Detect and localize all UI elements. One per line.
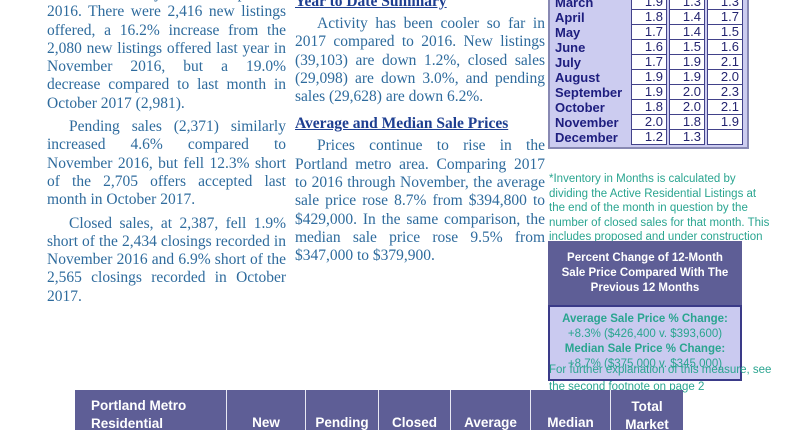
inventory-value-cell: 1.2 (631, 129, 667, 145)
article-paragraph: Prices continue to rise in the Portland … (295, 137, 545, 265)
inventory-value-cell: 1.7 (631, 54, 667, 70)
percent-change-box-title: Percent Change of 12-Month Sale Price Co… (548, 241, 742, 305)
inventory-value-cell: 1.8 (631, 9, 667, 25)
article-paragraph: 2016. There were 2,416 new listings offe… (47, 3, 286, 112)
inventory-footnote: *Inventory in Months is calculated by di… (549, 173, 770, 258)
inventory-month-label: November (555, 114, 619, 130)
article-paragraph: Pending sales (2,371) similarly increase… (47, 118, 286, 209)
inventory-month-label: June (555, 39, 586, 55)
inventory-value-cell: 1.9 (631, 69, 667, 85)
inventory-value-cell: 1.4 (669, 9, 705, 25)
inventory-value-cell: 1.3 (669, 129, 705, 145)
inventory-value-cell: 2.0 (631, 114, 667, 130)
percent-change-value: +8.3% ($426,400 v. $393,600) (567, 328, 723, 340)
inventory-value-cell: 1.7 (707, 9, 743, 25)
inventory-value-cell: 2.1 (707, 99, 743, 115)
inventory-in-months-table: March 1.9 1.3 1.3 April 1.8 1.4 1.7 May 1.7 1.4 1.5… (548, 0, 749, 149)
bottom-table-title: Portland Metro Residential (75, 390, 227, 430)
percent-change-box: Percent Change of 12-Month Sale Price Co… (548, 241, 742, 381)
inventory-table-row: June 1.6 1.5 1.6 (552, 39, 744, 55)
inventory-month-label: September (555, 84, 623, 100)
bottom-table-column-header: Total Market (625, 399, 669, 430)
left-column: residential activity cooled compared to … (47, 0, 286, 311)
bottom-table-column-header: Pending (306, 390, 379, 430)
article-paragraph: Activity has been cooler so far in 2017 … (295, 15, 545, 106)
inventory-value-cell: 1.6 (707, 39, 743, 55)
inventory-value-cell: 2.3 (707, 84, 743, 100)
inventory-month-label: April (555, 9, 585, 25)
clipped-text-line: residential activity cooled compared to (47, 0, 286, 3)
inventory-value-cell: 1.9 (631, 84, 667, 100)
inventory-value-cell: 1.7 (631, 24, 667, 40)
inventory-month-label: October (555, 99, 605, 115)
bottom-table-header: Portland Metro Residential New Pending Clo… (75, 390, 683, 430)
inventory-table-row: October 1.8 2.0 2.1 (552, 99, 744, 115)
inventory-month-label: August (555, 69, 600, 85)
bottom-table-column-header: Closed (379, 390, 451, 430)
inventory-value-cell: 2.0 (707, 69, 743, 85)
section-heading: Average and Median Sale Prices (295, 115, 509, 133)
inventory-value-cell: 2.1 (707, 54, 743, 70)
inventory-month-label: March (555, 0, 594, 10)
inventory-month-label: July (555, 54, 582, 70)
inventory-value-cell: 1.9 (669, 69, 705, 85)
inventory-value-cell: 1.6 (631, 39, 667, 55)
inventory-table-row: April 1.8 1.4 1.7 (552, 9, 744, 25)
percent-change-value: +8.7% ($375,000 v. $345,000) (567, 358, 723, 370)
inventory-value-cell: 1.9 (707, 114, 743, 130)
inventory-value-cell: 2.0 (669, 84, 705, 100)
inventory-value-cell: 2.0 (669, 99, 705, 115)
inventory-value-cell: 1.8 (669, 114, 705, 130)
inventory-table-row: December 1.2 1.3 (552, 129, 744, 145)
bottom-table-column-header: Median (531, 390, 611, 430)
bottom-table-column-header: New (227, 390, 306, 430)
article-paragraph: Closed sales, at 2,387, fell 1.9% short … (47, 214, 286, 305)
inventory-table-row: May 1.7 1.4 1.5 (552, 24, 744, 40)
middle-column: Year to Date Summary Activity has been co… (295, 0, 545, 275)
inventory-value-cell: 1.4 (669, 24, 705, 40)
percent-change-label: Average Sale Price % Change: (562, 313, 728, 325)
percent-change-label: Median Sale Price % Change: (564, 343, 726, 355)
inventory-table-row: August 1.9 1.9 2.0 (552, 69, 744, 85)
bottom-table-column-header: Average (451, 390, 531, 430)
inventory-month-label: December (555, 129, 618, 145)
inventory-value-cell: 1.5 (707, 24, 743, 40)
inventory-table-row: July 1.7 1.9 2.1 (552, 54, 744, 70)
inventory-value-cell (707, 129, 743, 145)
section-heading: Year to Date Summary (295, 0, 447, 10)
inventory-table-row: November 2.0 1.8 1.9 (552, 114, 744, 130)
inventory-table-row: September 1.9 2.0 2.3 (552, 84, 744, 100)
inventory-value-cell: 1.9 (669, 54, 705, 70)
inventory-value-cell: 1.8 (631, 99, 667, 115)
inventory-month-label: May (555, 24, 581, 40)
percent-change-box-body: Average Sale Price % Change: +8.3% ($426,… (548, 305, 742, 381)
inventory-value-cell: 1.5 (669, 39, 705, 55)
